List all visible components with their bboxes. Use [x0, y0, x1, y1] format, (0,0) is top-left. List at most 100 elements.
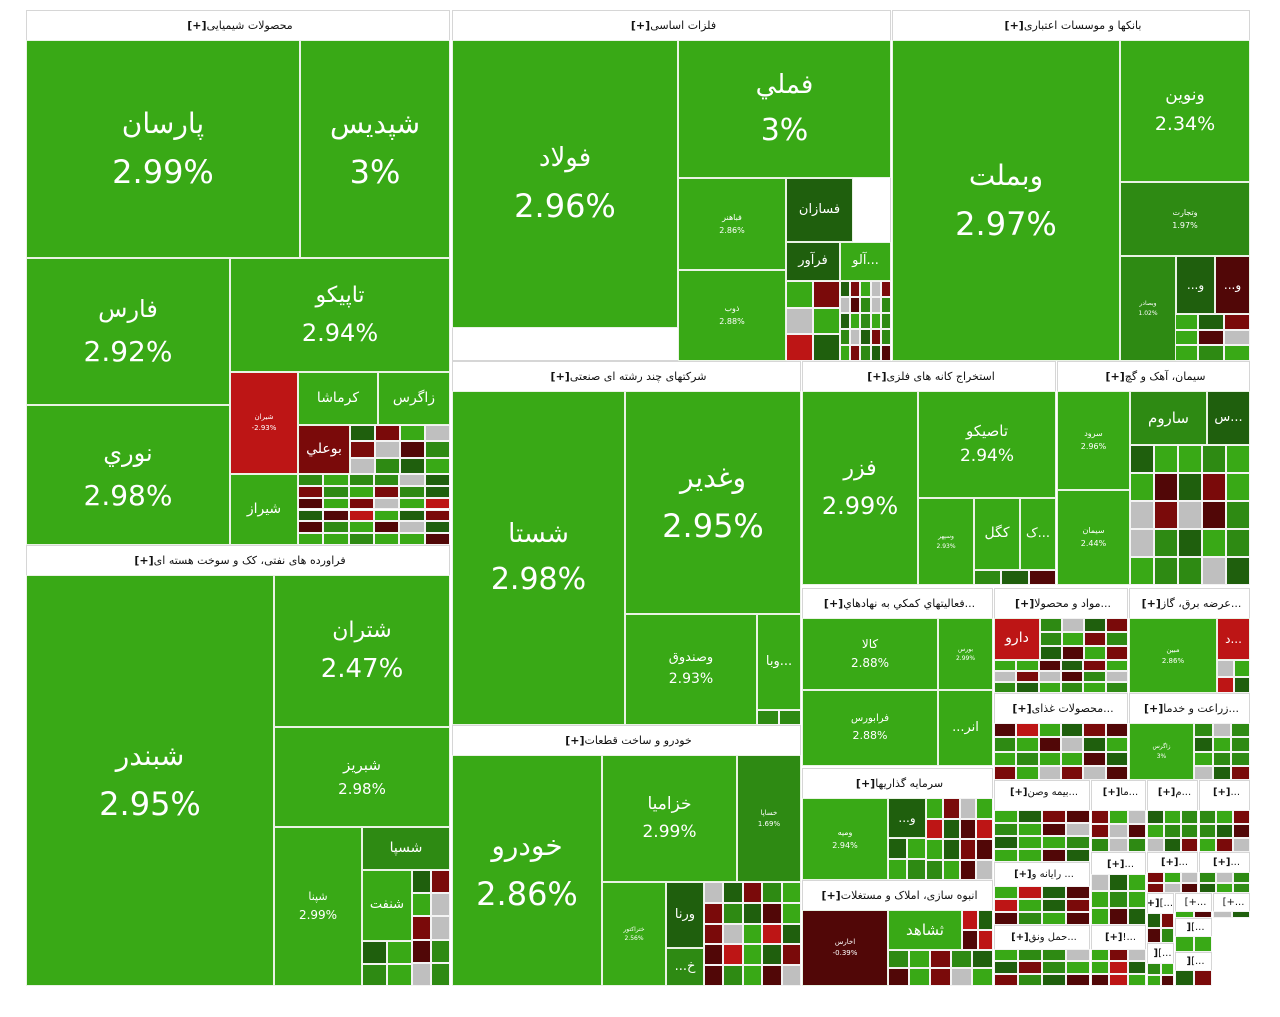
stock-tile[interactable]: ثشاهد: [888, 910, 962, 950]
stock-tile[interactable]: د...: [1217, 618, 1250, 660]
mini-tile[interactable]: [1194, 765, 1213, 780]
mini-tile[interactable]: [1160, 974, 1174, 986]
mini-tile[interactable]: [323, 521, 349, 534]
mini-tile[interactable]: [1109, 973, 1128, 986]
mini-tile[interactable]: [742, 902, 763, 924]
sector-expand-button[interactable]: [+]: [550, 370, 570, 383]
stock-tile[interactable]: تاپیکو 2.94%: [230, 258, 450, 372]
mini-tile[interactable]: [1154, 529, 1178, 557]
mini-tile[interactable]: [1018, 961, 1042, 974]
mini-tile[interactable]: [942, 859, 960, 880]
mini-tile[interactable]: [1091, 908, 1110, 925]
mini-tile[interactable]: [1181, 824, 1198, 838]
mini-tile[interactable]: [888, 859, 907, 880]
mini-tile[interactable]: [888, 950, 909, 968]
mini-tile[interactable]: [1091, 810, 1110, 824]
mini-tile[interactable]: [375, 441, 400, 458]
mini-tile[interactable]: [1038, 765, 1061, 780]
mini-tile[interactable]: [972, 968, 993, 986]
mini-tile[interactable]: [994, 823, 1018, 836]
mini-tile[interactable]: [870, 297, 881, 313]
sector-expand-button[interactable]: [+]: [630, 19, 651, 32]
mini-tile[interactable]: [1061, 737, 1084, 752]
mini-tile[interactable]: [994, 660, 1017, 671]
mini-tile[interactable]: [1084, 646, 1106, 660]
mini-tile[interactable]: [994, 682, 1017, 693]
mini-tile[interactable]: [362, 941, 387, 964]
stock-tile[interactable]: خزامیا 2.99%: [602, 755, 737, 882]
mini-tile[interactable]: [298, 474, 324, 486]
mini-tile[interactable]: [1042, 810, 1066, 823]
mini-tile[interactable]: [1233, 824, 1250, 838]
mini-tile[interactable]: [1160, 928, 1174, 943]
mini-tile[interactable]: [1016, 723, 1039, 738]
sector-expand-button[interactable]: [+]: [823, 597, 844, 610]
mini-tile[interactable]: [1016, 751, 1039, 766]
mini-tile[interactable]: [976, 798, 993, 819]
mini-tile[interactable]: [1062, 618, 1084, 632]
mini-tile[interactable]: [1193, 936, 1212, 952]
mini-tile[interactable]: [762, 923, 782, 945]
mini-tile[interactable]: [1217, 660, 1234, 677]
mini-tile[interactable]: [1181, 838, 1198, 852]
sector-header[interactable]: ...][+: [1148, 894, 1173, 914]
sector-expand-button[interactable]: [+]: [1106, 859, 1125, 870]
mini-tile[interactable]: [374, 497, 400, 510]
sector-header[interactable]: ...ما[+]: [1092, 781, 1145, 805]
mini-tile[interactable]: [977, 930, 993, 950]
mini-tile[interactable]: [1216, 882, 1233, 893]
sector-expand-button[interactable]: [+]: [1157, 787, 1176, 798]
stock-tile[interactable]: ورنا: [666, 882, 704, 948]
mini-tile[interactable]: [1130, 557, 1154, 585]
sector-header[interactable]: ...[+]: [1092, 853, 1145, 877]
stock-tile[interactable]: ساروم: [1130, 391, 1207, 445]
mini-tile[interactable]: [424, 509, 450, 522]
sector-header[interactable]: خودرو و ساخت قطعات[+]: [453, 726, 800, 756]
sector-expand-button[interactable]: [: [1186, 956, 1192, 967]
mini-tile[interactable]: [1216, 838, 1233, 852]
mini-tile[interactable]: [1105, 660, 1128, 671]
mini-tile[interactable]: [1061, 751, 1084, 766]
mini-tile[interactable]: [1040, 618, 1062, 632]
mini-tile[interactable]: [1181, 810, 1198, 824]
stock-tile[interactable]: فسازان: [786, 178, 853, 242]
stock-tile[interactable]: سیمان 2.44%: [1057, 490, 1130, 585]
mini-tile[interactable]: [994, 973, 1018, 986]
mini-tile[interactable]: [1091, 961, 1110, 974]
mini-tile[interactable]: [1016, 682, 1039, 693]
mini-tile[interactable]: [1199, 872, 1216, 883]
mini-tile[interactable]: [1109, 824, 1128, 838]
mini-tile[interactable]: [1178, 529, 1202, 557]
mini-tile[interactable]: [1038, 682, 1061, 693]
mini-tile[interactable]: [994, 899, 1018, 912]
mini-tile[interactable]: [1106, 646, 1128, 660]
mini-tile[interactable]: [757, 710, 779, 725]
mini-tile[interactable]: [412, 893, 431, 917]
mini-tile[interactable]: [323, 497, 349, 510]
stock-tile[interactable]: فباهنر 2.86%: [678, 178, 786, 270]
stock-tile[interactable]: بوعلي: [298, 425, 350, 474]
mini-tile[interactable]: [425, 457, 450, 474]
mini-tile[interactable]: [723, 882, 743, 903]
mini-tile[interactable]: [1147, 824, 1164, 838]
sector-header[interactable]: ...[+]: [1200, 853, 1249, 873]
mini-tile[interactable]: [1066, 949, 1090, 962]
mini-tile[interactable]: [1109, 810, 1128, 824]
mini-tile[interactable]: [1127, 838, 1146, 852]
mini-tile[interactable]: [1181, 872, 1198, 883]
mini-tile[interactable]: [298, 521, 324, 534]
mini-tile[interactable]: [1127, 961, 1146, 974]
stock-tile[interactable]: ...و: [1176, 256, 1215, 314]
stock-tile[interactable]: وبملت 2.97%: [892, 40, 1120, 361]
mini-tile[interactable]: [1194, 723, 1213, 738]
sector-header[interactable]: فلزات اساسی[+]: [453, 11, 890, 41]
stock-tile[interactable]: وبصادر 1.02%: [1120, 256, 1176, 361]
mini-tile[interactable]: [723, 944, 743, 966]
stock-tile[interactable]: خساپا 1.69%: [737, 755, 801, 882]
mini-tile[interactable]: [813, 334, 840, 361]
mini-tile[interactable]: [399, 509, 425, 522]
mini-tile[interactable]: [1194, 737, 1213, 752]
mini-tile[interactable]: [850, 297, 861, 313]
stock-tile[interactable]: وتجارت 1.97%: [1120, 182, 1250, 256]
mini-tile[interactable]: [786, 281, 813, 308]
